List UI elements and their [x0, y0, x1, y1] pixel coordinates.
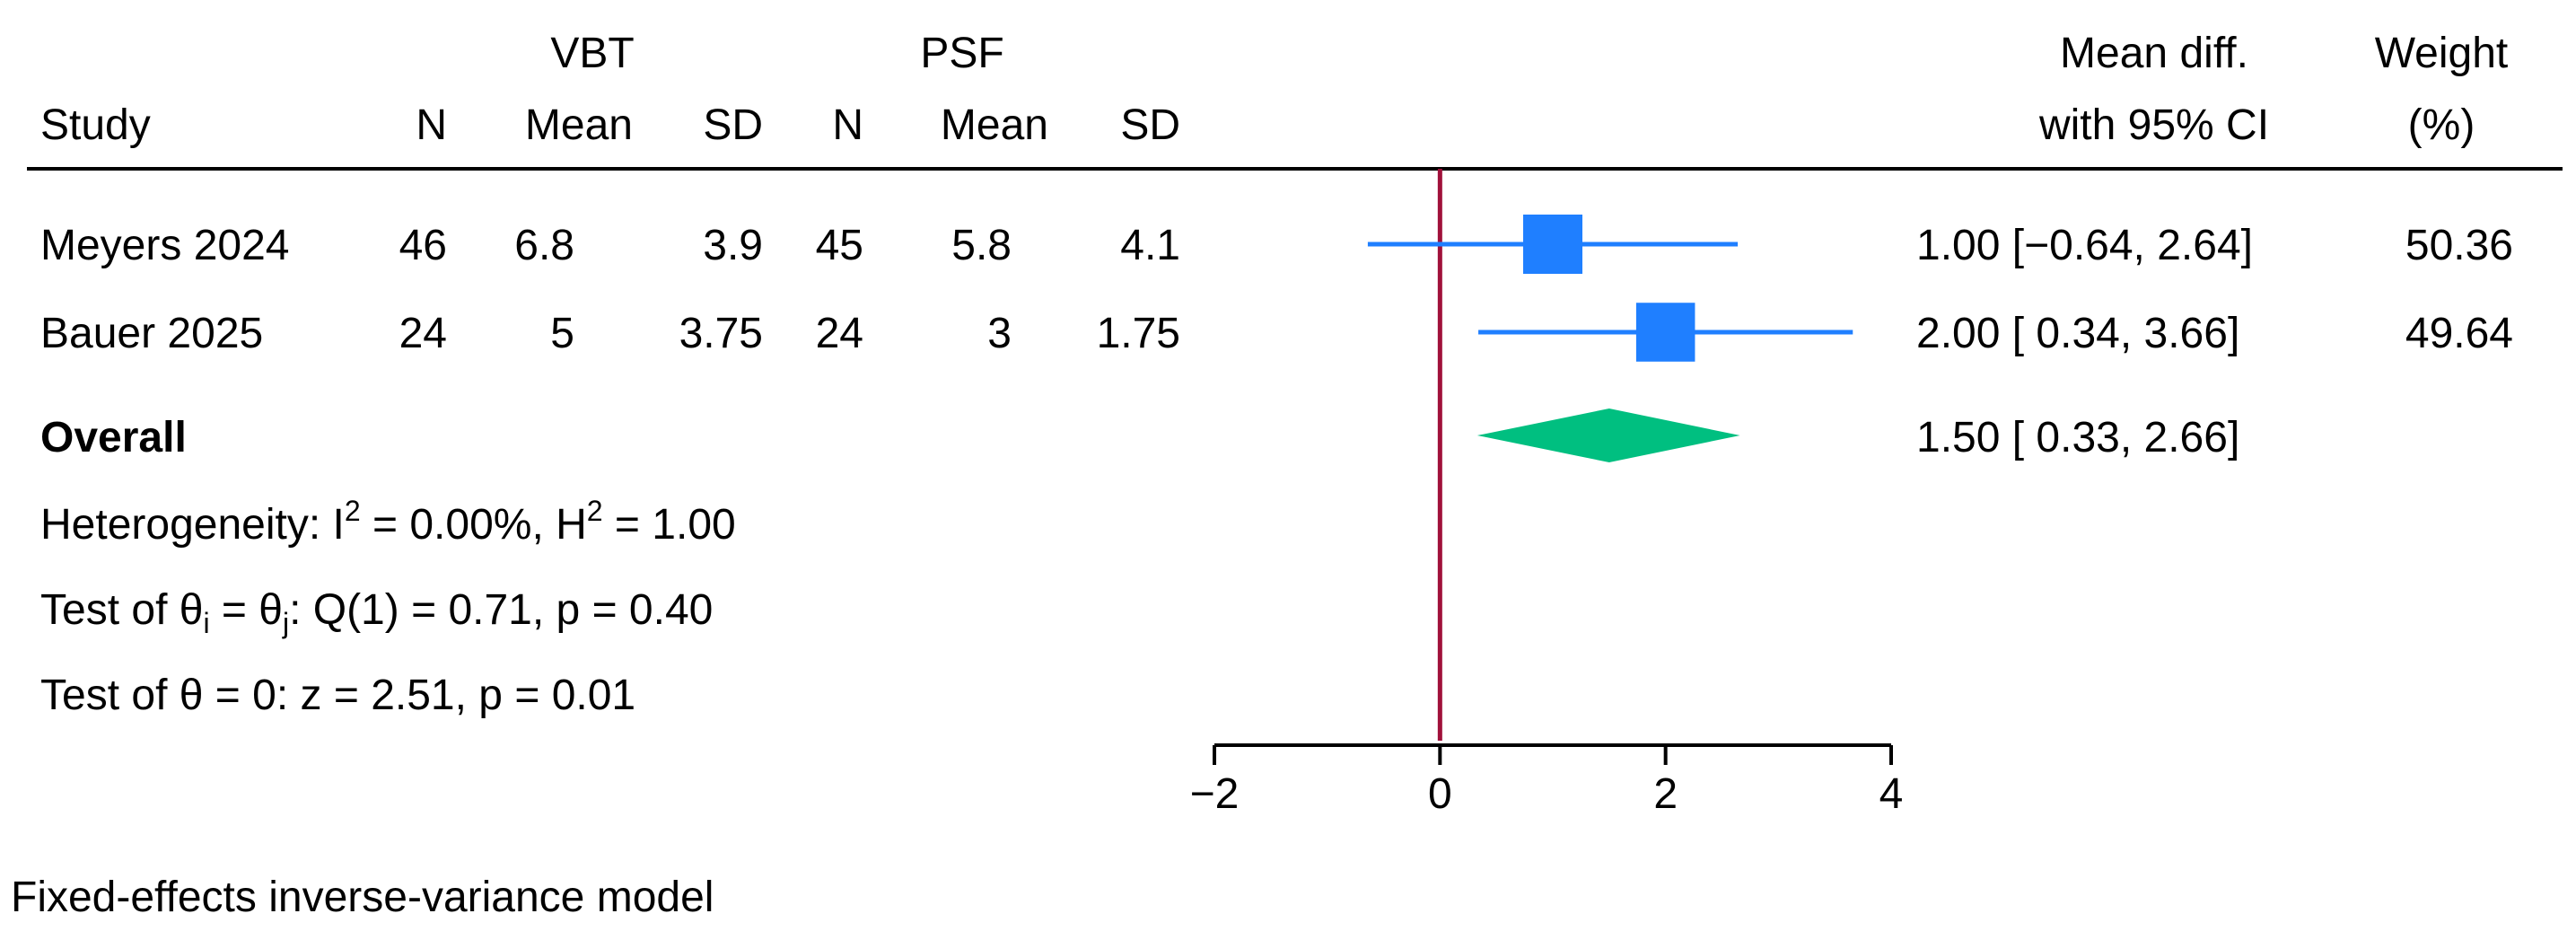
overall-diamond: [1476, 409, 1740, 462]
study-sd2: 1.75: [1097, 310, 1180, 357]
study-name: Meyers 2024: [40, 222, 289, 269]
header-mean1: Mean: [525, 101, 633, 149]
x-tick-label: 0: [1428, 770, 1452, 818]
study-n2: 24: [816, 310, 863, 357]
header-effect-line2: with 95% CI: [2038, 101, 2269, 149]
study-sd1: 3.75: [679, 310, 763, 357]
study-mean2: 5.8: [951, 222, 1012, 269]
header-weight-line2: (%): [2408, 101, 2475, 149]
overall-label: Overall: [40, 414, 187, 461]
study-weight: 50.36: [2405, 222, 2513, 269]
heterogeneity-text: Heterogeneity: I2 = 0.00%, H2 = 1.00: [40, 495, 736, 549]
x-tick-label: −2: [1190, 770, 1240, 818]
header-study: Study: [40, 101, 151, 149]
study-sd2: 4.1: [1120, 222, 1180, 269]
study-n2: 45: [816, 222, 863, 269]
study-weight: 49.64: [2405, 310, 2513, 357]
study-mean2: 3: [987, 310, 1012, 357]
header-sd2: SD: [1120, 101, 1180, 149]
test-q-text: Test of θi = θj: Q(1) = 0.71, p = 0.40: [40, 586, 713, 639]
header-vbt: VBT: [550, 30, 634, 77]
study-n1: 46: [399, 222, 447, 269]
x-tick-label: 4: [1879, 770, 1904, 818]
study-marker: [1523, 215, 1582, 274]
header-n2: N: [832, 101, 863, 149]
header-sd1: SD: [703, 101, 763, 149]
study-mean1: 6.8: [514, 222, 574, 269]
test-z-text: Test of θ = 0: z = 2.51, p = 0.01: [40, 672, 635, 719]
header-psf: PSF: [920, 30, 1003, 77]
header-weight-line1: Weight: [2375, 30, 2509, 77]
x-tick-label: 2: [1653, 770, 1678, 818]
study-sd1: 3.9: [703, 222, 763, 269]
study-name: Bauer 2025: [40, 310, 263, 357]
header-effect-line1: Mean diff.: [2060, 30, 2248, 77]
study-rows: Meyers 2024 46 6.8 3.9 45 5.8 4.1 1.00 [−0.64, …: [40, 222, 2513, 357]
header-n1: N: [416, 101, 447, 149]
study-ci-text: 2.00 [ 0.34, 3.66]: [1916, 310, 2239, 357]
header-mean2: Mean: [941, 101, 1048, 149]
study-n1: 24: [399, 310, 447, 357]
study-marker: [1635, 303, 1695, 362]
plot-region: −2 0 2 4: [1190, 169, 1904, 818]
study-ci-text: 1.00 [−0.64, 2.64]: [1916, 222, 2253, 269]
study-mean1: 5: [550, 310, 574, 357]
footnote: Fixed-effects inverse-variance model: [11, 874, 714, 921]
overall-ci-text: 1.50 [ 0.33, 2.66]: [1916, 414, 2239, 461]
